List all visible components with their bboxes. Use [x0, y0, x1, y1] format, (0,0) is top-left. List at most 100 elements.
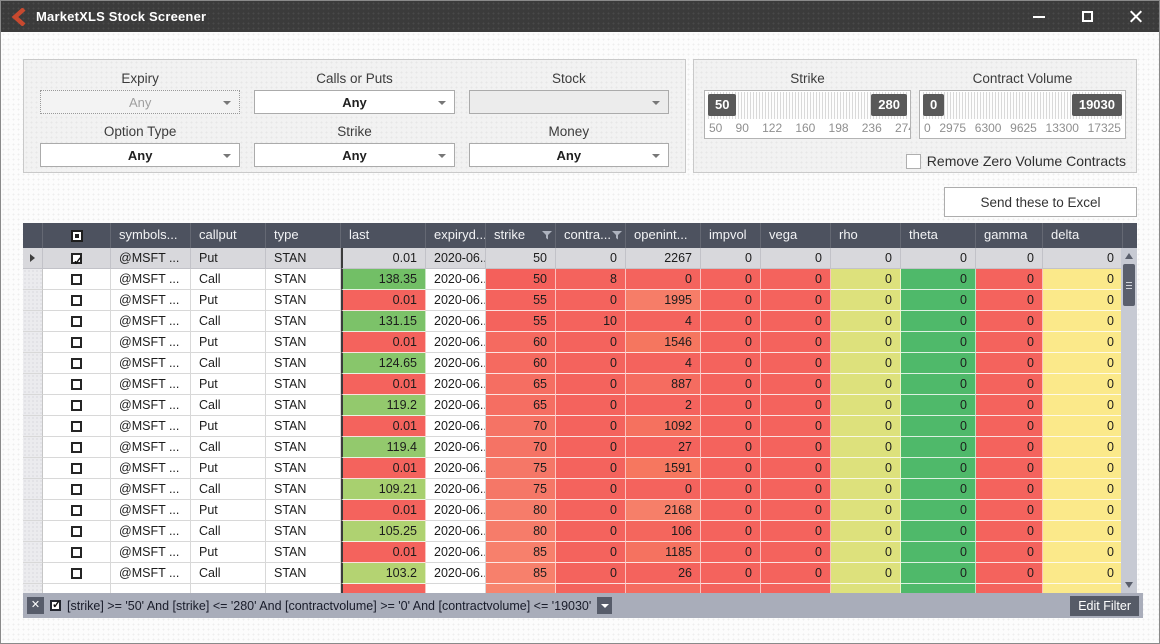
row-checkbox[interactable] — [71, 295, 82, 306]
cell-impvol: 0 — [701, 437, 761, 458]
cell-vega: 0 — [761, 479, 831, 500]
cell-vega: 0 — [761, 521, 831, 542]
row-indicator-cell — [23, 248, 43, 269]
table-row[interactable]: @MSFT ...PutSTAN0.012020-06...8501185000… — [23, 542, 1121, 563]
stock-dropdown[interactable] — [469, 90, 669, 114]
column-header-gamma[interactable]: gamma — [976, 223, 1043, 248]
strike-dropdown[interactable]: Any — [254, 143, 454, 167]
row-checkbox[interactable] — [71, 379, 82, 390]
cell-gamma — [976, 584, 1043, 593]
remove-zero-volume-checkbox[interactable] — [906, 154, 921, 169]
row-checkbox[interactable] — [71, 484, 82, 495]
volume-min-handle[interactable]: 0 — [923, 94, 944, 116]
table-row[interactable]: @MSFT ...CallSTAN138.352020-06...5080000… — [23, 269, 1121, 290]
scroll-up-icon[interactable] — [1125, 253, 1133, 259]
money-dropdown[interactable]: Any — [469, 143, 669, 167]
row-indicator-cell — [23, 584, 43, 593]
table-row[interactable]: @MSFT ...PutSTAN0.012020-06...7501591000… — [23, 458, 1121, 479]
row-checkbox[interactable] — [71, 274, 82, 285]
table-row[interactable]: @MSFT ...CallSTAN119.42020-06...70027000… — [23, 437, 1121, 458]
filter-history-dropdown[interactable] — [597, 597, 612, 614]
cell-impvol: 0 — [701, 521, 761, 542]
cell-gamma: 0 — [976, 353, 1043, 374]
column-header-contra[interactable]: contra... — [556, 223, 626, 248]
table-row[interactable]: @MSFT ...CallSTAN124.652020-06...6004000… — [23, 353, 1121, 374]
table-row[interactable]: @MSFT ...PutSTAN0.012020-06...5002267000… — [23, 248, 1121, 269]
select-all-checkbox[interactable] — [71, 230, 83, 242]
expiry-dropdown[interactable]: Any — [40, 90, 240, 114]
row-checkbox[interactable] — [71, 505, 82, 516]
table-row[interactable]: @MSFT ...PutSTAN0.012020-06...5501995000… — [23, 290, 1121, 311]
column-header-theta[interactable]: theta — [901, 223, 976, 248]
column-header-rho[interactable]: rho — [831, 223, 901, 248]
send-to-excel-button[interactable]: Send these to Excel — [944, 187, 1137, 217]
cell-theta: 0 — [901, 521, 976, 542]
table-row[interactable] — [23, 584, 1121, 593]
close-button[interactable] — [1111, 1, 1159, 32]
minimize-button[interactable] — [1015, 1, 1063, 32]
cell-rho: 0 — [831, 500, 901, 521]
cell-callput: Call — [191, 479, 266, 500]
cell-callput: Call — [191, 521, 266, 542]
filter-icon[interactable] — [542, 228, 552, 243]
remove-filter-button[interactable] — [27, 597, 44, 614]
row-checkbox[interactable] — [71, 358, 82, 369]
column-header-type[interactable]: type — [266, 223, 341, 248]
cell-strike: 80 — [486, 521, 556, 542]
table-row[interactable]: @MSFT ...CallSTAN109.212020-06...7500000… — [23, 479, 1121, 500]
column-header-delta[interactable]: delta — [1043, 223, 1123, 248]
filter-enabled-checkbox[interactable] — [50, 600, 61, 611]
row-checkbox-cell — [43, 332, 111, 353]
chevron-down-icon — [438, 154, 446, 158]
strike-slider-label: Strike — [704, 71, 911, 86]
row-checkbox[interactable] — [71, 421, 82, 432]
row-checkbox[interactable] — [71, 400, 82, 411]
vertical-scrollbar[interactable] — [1121, 248, 1137, 593]
edit-filter-button[interactable]: Edit Filter — [1070, 596, 1139, 616]
volume-slider-track[interactable]: 0 19030 — [921, 92, 1124, 119]
row-checkbox-cell — [43, 563, 111, 584]
row-checkbox[interactable] — [71, 253, 82, 264]
column-header-impvol[interactable]: impvol — [701, 223, 761, 248]
column-header-vega[interactable]: vega — [761, 223, 831, 248]
cell-rho: 0 — [831, 332, 901, 353]
volume-max-handle[interactable]: 19030 — [1072, 94, 1122, 116]
column-header-openint[interactable]: openint... — [626, 223, 701, 248]
strike-max-handle[interactable]: 280 — [871, 94, 907, 116]
cell-delta: 0 — [1043, 500, 1123, 521]
filter-icon[interactable] — [612, 228, 622, 243]
chevron-down-icon — [652, 154, 660, 158]
table-row[interactable]: @MSFT ...PutSTAN0.012020-06...8002168000… — [23, 500, 1121, 521]
table-row[interactable]: @MSFT ...CallSTAN131.152020-06...5510400… — [23, 311, 1121, 332]
column-header-expiry[interactable]: expiryd... — [426, 223, 486, 248]
column-header-last[interactable]: last — [341, 223, 426, 248]
row-checkbox[interactable] — [71, 547, 82, 558]
cell-openint: 1546 — [626, 332, 701, 353]
row-checkbox[interactable] — [71, 568, 82, 579]
row-checkbox[interactable] — [71, 526, 82, 537]
table-row[interactable]: @MSFT ...PutSTAN0.012020-06...7001092000… — [23, 416, 1121, 437]
cell-last: 0.01 — [341, 416, 426, 437]
column-header-symbols[interactable]: symbols... — [111, 223, 191, 248]
row-checkbox[interactable] — [71, 337, 82, 348]
maximize-button[interactable] — [1063, 1, 1111, 32]
table-row[interactable]: @MSFT ...PutSTAN0.012020-06...6508870000… — [23, 374, 1121, 395]
column-header-callput[interactable]: callput — [191, 223, 266, 248]
scrollbar-thumb[interactable] — [1123, 264, 1135, 306]
scroll-down-icon[interactable] — [1125, 582, 1133, 588]
row-checkbox[interactable] — [71, 316, 82, 327]
cell-vega: 0 — [761, 290, 831, 311]
table-row[interactable]: @MSFT ...CallSTAN119.22020-06...65020000… — [23, 395, 1121, 416]
column-header-strike[interactable]: strike — [486, 223, 556, 248]
option-type-dropdown[interactable]: Any — [40, 143, 240, 167]
table-row[interactable]: @MSFT ...CallSTAN105.252020-06...8001060… — [23, 521, 1121, 542]
table-row[interactable]: @MSFT ...PutSTAN0.012020-06...6001546000… — [23, 332, 1121, 353]
row-indicator-cell — [23, 458, 43, 479]
row-checkbox[interactable] — [71, 442, 82, 453]
strike-min-handle[interactable]: 50 — [708, 94, 736, 116]
calls-or-puts-dropdown[interactable]: Any — [254, 90, 454, 114]
strike-slider-track[interactable]: 50 280 — [706, 92, 909, 119]
row-checkbox[interactable] — [71, 463, 82, 474]
table-row[interactable]: @MSFT ...CallSTAN103.22020-06...85026000… — [23, 563, 1121, 584]
cell-type: STAN — [266, 248, 341, 269]
